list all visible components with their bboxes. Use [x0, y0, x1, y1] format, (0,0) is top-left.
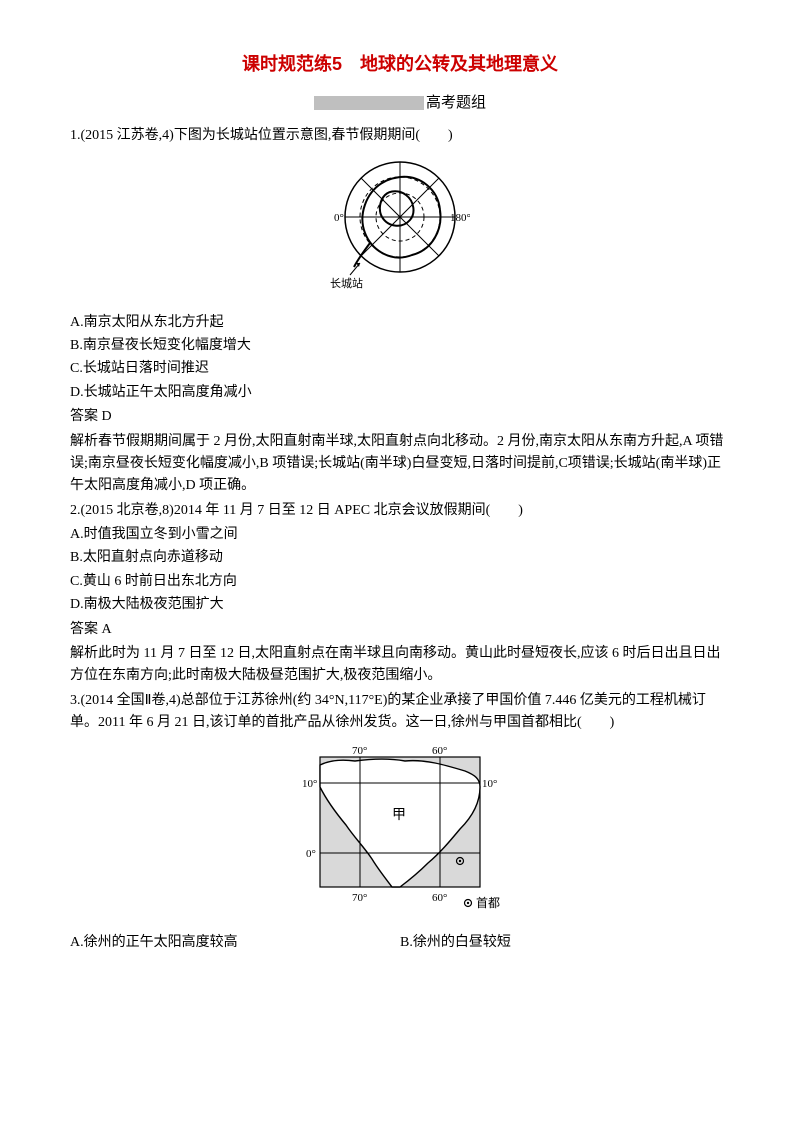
q1-opt-a: A.南京太阳从东北方升起	[70, 312, 730, 334]
q2-opt-a: A.时值我国立冬到小雪之间	[70, 524, 730, 546]
q2-opt-b: B.太阳直射点向赤道移动	[70, 547, 730, 569]
lab-t70: 70°	[352, 745, 367, 757]
country-map: 70° 60° 10° 10° 0° 70° 60° 甲 首都	[300, 743, 500, 913]
lab-country: 甲	[392, 808, 406, 823]
q3-stem: 3.(2014 全国Ⅱ卷,4)总部位于江苏徐州(约 34°N,117°E)的某企…	[70, 690, 730, 735]
q1-opt-b: B.南京昼夜长短变化幅度增大	[70, 335, 730, 357]
section-head: 高考题组	[70, 91, 730, 115]
q2-opt-c: C.黄山 6 时前日出东北方向	[70, 571, 730, 593]
q1-figure: 0° 180° 长城站	[70, 155, 730, 301]
q1-opt-d: D.长城站正午太阳高度角减小	[70, 382, 730, 404]
lab-b60: 60°	[432, 892, 447, 904]
q1-opt-c: C.长城站日落时间推迟	[70, 358, 730, 380]
q2-answer: 答案 A	[70, 619, 730, 641]
q1-explanation: 解析春节假期期间属于 2 月份,太阳直射南半球,太阳直射点向北移动。2 月份,南…	[70, 431, 730, 498]
section-bar	[314, 96, 424, 110]
lab-b70: 70°	[352, 892, 367, 904]
lab-t60: 60°	[432, 745, 447, 757]
label-0: 0°	[334, 212, 344, 224]
q3-opt-b: B.徐州的白昼较短	[400, 932, 730, 954]
antarctica-diagram: 0° 180° 长城站	[330, 155, 470, 293]
q1-answer: 答案 D	[70, 406, 730, 428]
section-label: 高考题组	[426, 94, 486, 111]
lab-r10: 10°	[482, 778, 497, 790]
q3-opt-a: A.徐州的正午太阳高度较高	[70, 932, 400, 954]
q3-figure: 70° 60° 10° 10° 0° 70° 60° 甲 首都	[70, 743, 730, 921]
label-180: 180°	[450, 212, 470, 224]
q2-opt-d: D.南极大陆极夜范围扩大	[70, 594, 730, 616]
lab-l0: 0°	[306, 848, 316, 860]
label-station: 长城站	[330, 276, 363, 290]
q1-stem: 1.(2015 江苏卷,4)下图为长城站位置示意图,春节假期期间( )	[70, 125, 730, 147]
lab-l10: 10°	[302, 778, 317, 790]
q3-opts-row: A.徐州的正午太阳高度较高 B.徐州的白昼较短	[70, 931, 730, 955]
lesson-title: 课时规范练5 地球的公转及其地理意义	[70, 50, 730, 79]
q2-explanation: 解析此时为 11 月 7 日至 12 日,太阳直射点在南半球且向南移动。黄山此时…	[70, 643, 730, 688]
lab-legend: 首都	[476, 896, 500, 910]
q2-stem: 2.(2015 北京卷,8)2014 年 11 月 7 日至 12 日 APEC…	[70, 500, 730, 522]
page: 课时规范练5 地球的公转及其地理意义 高考题组 1.(2015 江苏卷,4)下图…	[0, 0, 800, 1132]
